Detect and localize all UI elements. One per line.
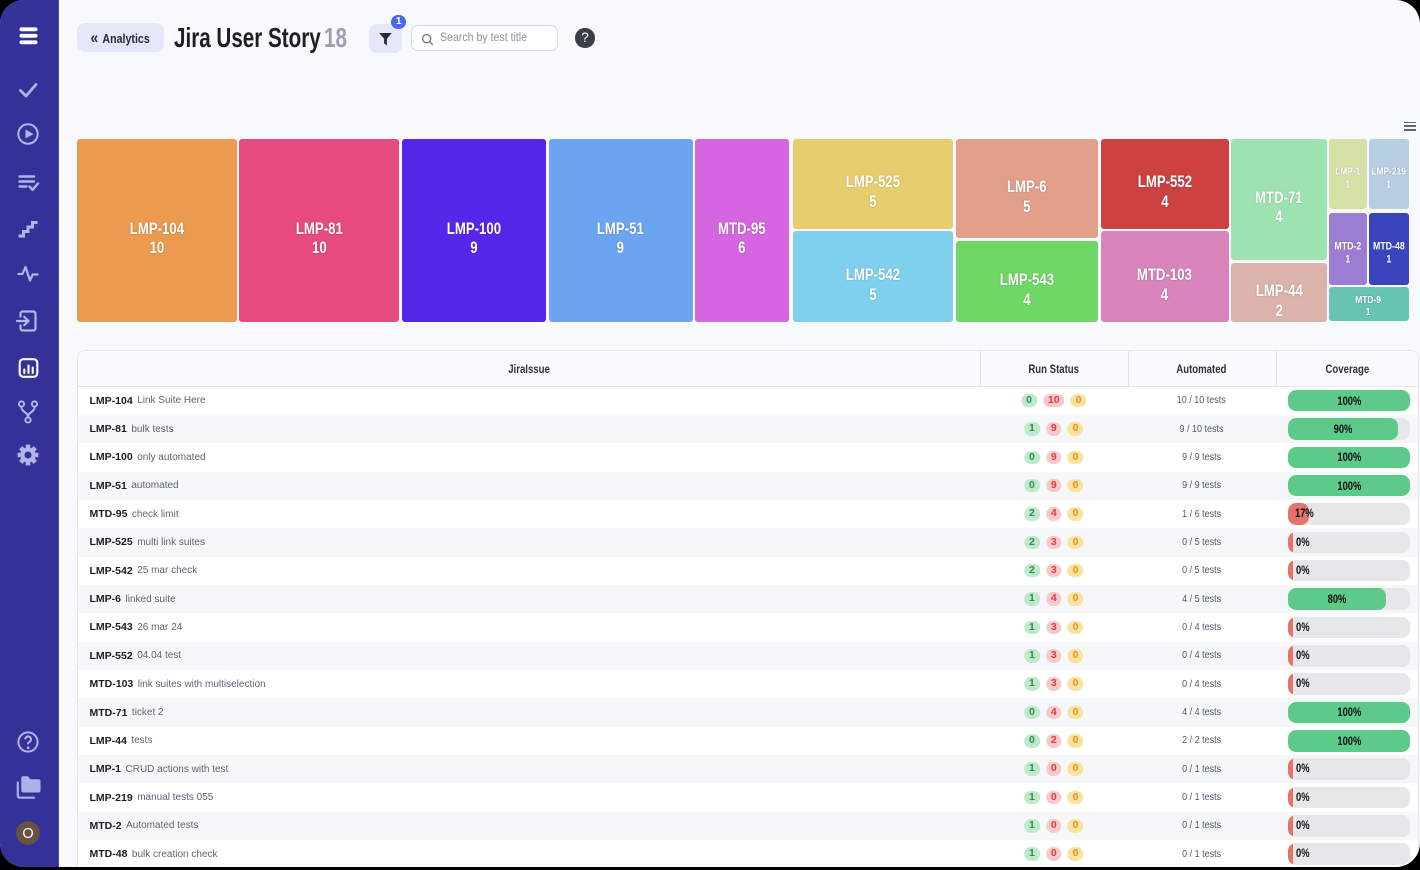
svg-text:O: O [22, 826, 33, 842]
